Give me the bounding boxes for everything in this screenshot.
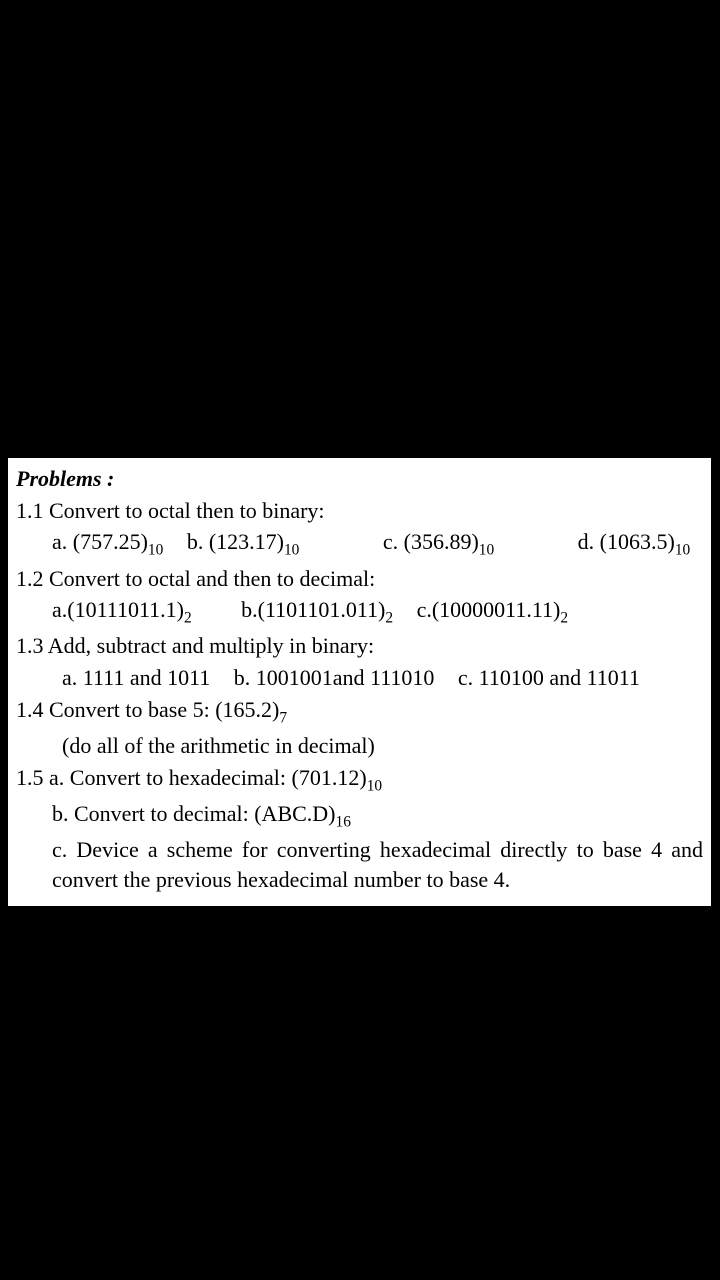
p12-a: a.(10111011.1)2 xyxy=(52,595,192,629)
p12-b: b.(1101101.011)2 xyxy=(241,595,393,629)
p11-d-text: d. (1063.5) xyxy=(578,529,675,554)
p11-c-text: c. (356.89) xyxy=(383,529,479,554)
p11-d: d. (1063.5)10 xyxy=(578,527,691,561)
problems-title: Problems : xyxy=(16,464,703,494)
p15-a-text: 1.5 a. Convert to hexadecimal: (701.12) xyxy=(16,765,367,790)
p11-heading: 1.1 Convert to octal then to binary: xyxy=(16,496,703,526)
p14-heading: 1.4 Convert to base 5: (165.2)7 xyxy=(16,695,703,729)
p11-d-sub: 10 xyxy=(675,542,690,559)
p14-heading-sub: 7 xyxy=(279,709,287,726)
p13-heading: 1.3 Add, subtract and multiply in binary… xyxy=(16,631,703,661)
p11-c-sub: 10 xyxy=(479,542,494,559)
p12-options: a.(10111011.1)2 b.(1101101.011)2 c.(1000… xyxy=(16,595,703,629)
p11-b: b. (123.17)10 xyxy=(187,527,300,561)
p12-b-sub: 2 xyxy=(385,610,393,627)
p13-options: a. 1111 and 1011 b. 1001001and 111010 c.… xyxy=(16,663,703,693)
p15-a-sub: 10 xyxy=(367,777,382,794)
p15-b-text: b. Convert to decimal: (ABC.D) xyxy=(52,801,336,826)
p14-heading-text: 1.4 Convert to base 5: (165.2) xyxy=(16,697,279,722)
p13-c: c. 110100 and 11011 xyxy=(458,663,640,693)
p15-c: c. Device a scheme for converting hexade… xyxy=(16,835,703,894)
p11-a-text: a. (757.25) xyxy=(52,529,148,554)
p11-b-sub: 10 xyxy=(284,542,299,559)
p12-b-text: b.(1101101.011) xyxy=(241,597,385,622)
p15-b: b. Convert to decimal: (ABC.D)16 xyxy=(16,799,703,833)
p12-a-text: a.(10111011.1) xyxy=(52,597,184,622)
document-page: Problems : 1.1 Convert to octal then to … xyxy=(6,458,712,906)
p11-a: a. (757.25)10 xyxy=(52,527,163,561)
p15-b-sub: 16 xyxy=(336,813,351,830)
p12-a-sub: 2 xyxy=(184,610,192,627)
p11-b-text: b. (123.17) xyxy=(187,529,284,554)
p14-note: (do all of the arithmetic in decimal) xyxy=(16,731,703,761)
p12-heading: 1.2 Convert to octal and then to decimal… xyxy=(16,564,703,594)
p15-a: 1.5 a. Convert to hexadecimal: (701.12)1… xyxy=(16,763,703,797)
p13-a: a. 1111 and 1011 xyxy=(62,663,210,693)
p13-b: b. 1001001and 111010 xyxy=(234,663,435,693)
p12-c-text: c.(10000011.11) xyxy=(417,597,561,622)
p11-a-sub: 10 xyxy=(148,542,163,559)
p11-c: c. (356.89)10 xyxy=(383,527,494,561)
p12-c-sub: 2 xyxy=(560,610,568,627)
p12-c: c.(10000011.11)2 xyxy=(417,595,569,629)
p11-options: a. (757.25)10 b. (123.17)10 c. (356.89)1… xyxy=(16,527,703,561)
